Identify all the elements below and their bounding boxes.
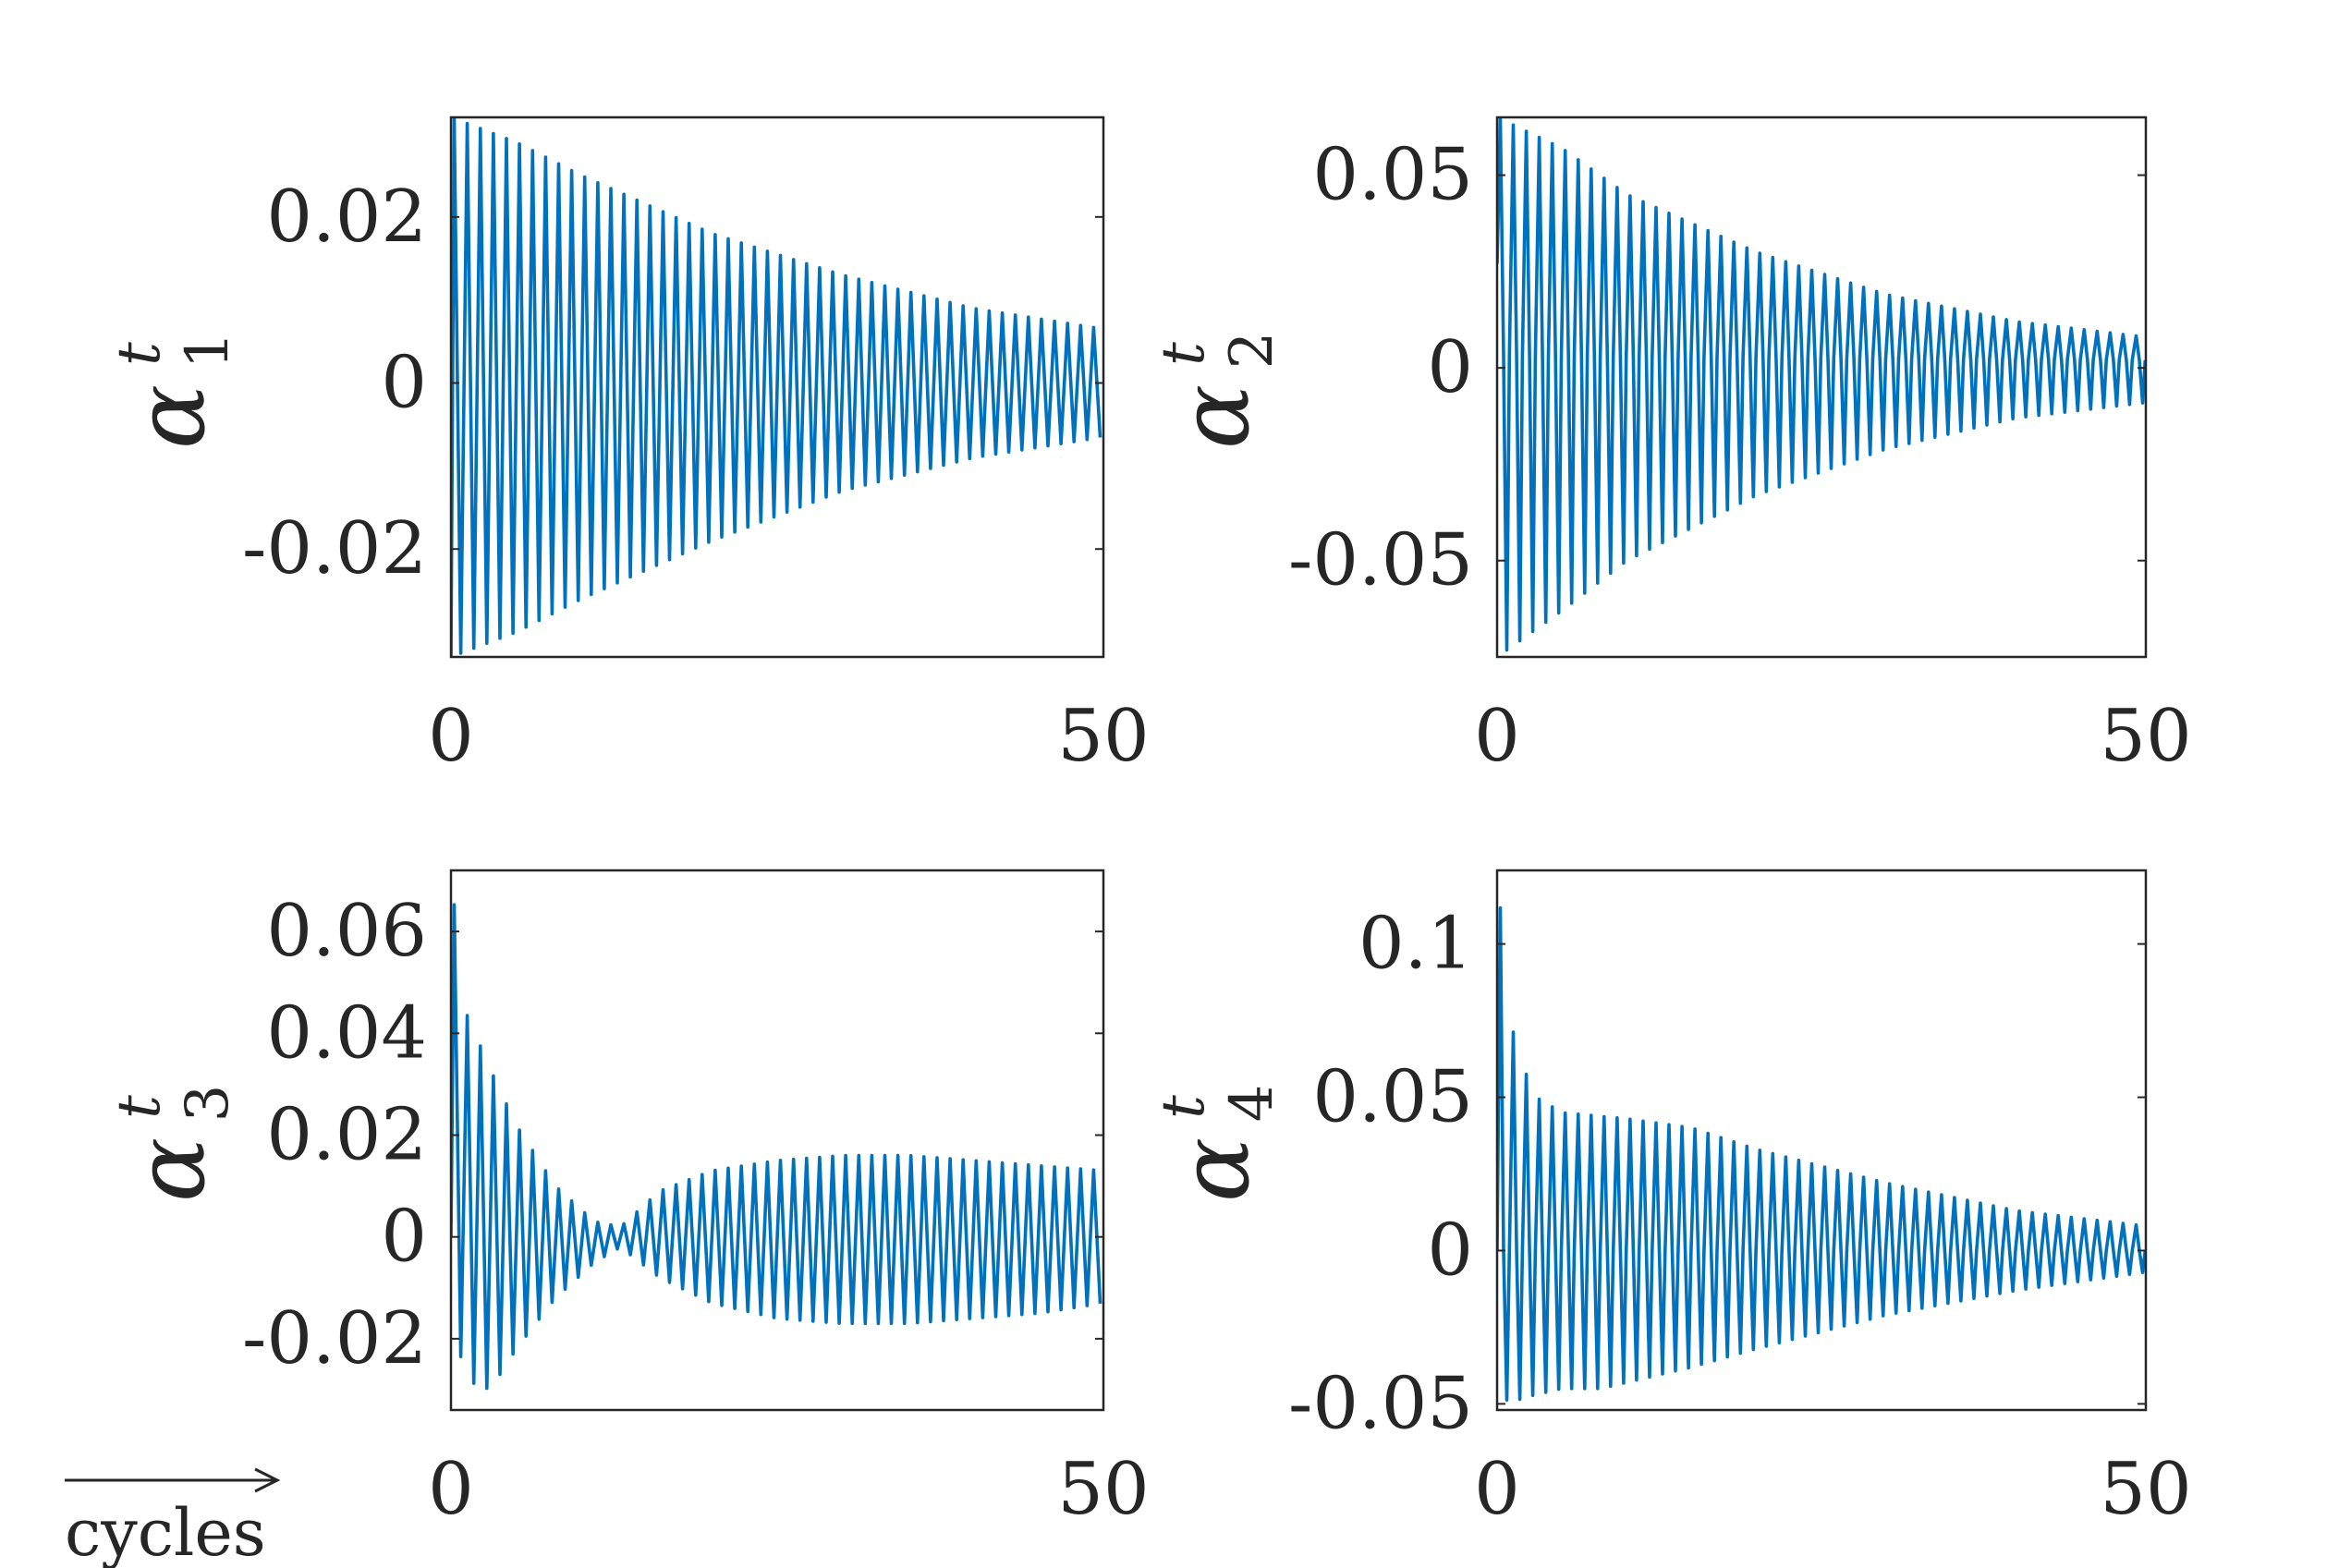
xtick-label: 50 — [1057, 1448, 1149, 1531]
y-axis-label-sup: t — [1150, 1095, 1218, 1119]
xtick-label: 50 — [2100, 1448, 2191, 1531]
y-axis-label-sub: 4 — [1218, 1085, 1286, 1123]
ytick-label: 0 — [1427, 326, 1473, 409]
y-axis-label-sub: 3 — [174, 1085, 242, 1123]
series-line-1 — [451, 903, 1102, 1391]
y-axis-label-sup: t — [105, 1095, 174, 1119]
y-axis-label: αt 1 — [105, 332, 242, 449]
axes-box — [1495, 869, 2148, 1412]
y-axis-label: αt 3 — [105, 1085, 242, 1202]
ytick-label: 0 — [381, 1196, 427, 1279]
ytick-label: 0.05 — [1312, 134, 1473, 217]
ytick-label: 0.02 — [266, 1093, 427, 1176]
y-axis-label-sup: t — [1150, 342, 1218, 366]
ytick-label: 0 — [1427, 1209, 1473, 1292]
series-line-1 — [451, 117, 1102, 657]
y-axis-label-sup: t — [105, 342, 174, 366]
xtick-label: 0 — [428, 695, 474, 778]
ytick-label: -0.05 — [1288, 519, 1473, 602]
ytick-label: -0.05 — [1288, 1362, 1473, 1445]
y-axis-label-sub: 2 — [1218, 332, 1286, 370]
xtick-label: 0 — [1474, 695, 1520, 778]
y-axis-label: αt 4 — [1150, 1085, 1286, 1202]
ytick-label: 0.06 — [266, 890, 427, 973]
xtick-label: 0 — [1474, 1448, 1520, 1531]
axes-box — [449, 869, 1105, 1412]
y-axis-label-base: α — [114, 384, 226, 449]
cycles-arrow-head — [254, 1467, 281, 1493]
y-axis-label-base: α — [1158, 1137, 1271, 1202]
ytick-label: 0.02 — [266, 176, 427, 259]
cycles-label: cycles — [65, 1495, 266, 1568]
axes-box — [1495, 115, 2148, 659]
chart-panel-2: -0.05 0 0.05 0 50 αt 2 — [1150, 115, 2192, 778]
series-line-1 — [1497, 906, 2146, 1402]
ytick-label: -0.02 — [242, 507, 427, 590]
y-axis-label-base: α — [114, 1137, 226, 1202]
y-axis-label: αt 2 — [1150, 332, 1286, 449]
xtick-label: 0 — [428, 1448, 474, 1531]
y-axis-label-base: α — [1158, 384, 1271, 449]
cycles-annotation: cycles — [65, 1467, 281, 1568]
ytick-label: 0.04 — [266, 991, 427, 1075]
y-axis-label-sub: 1 — [174, 332, 242, 370]
ytick-label: 0.05 — [1312, 1056, 1473, 1139]
ytick-label: 0.1 — [1358, 903, 1473, 986]
ytick-label: -0.02 — [242, 1297, 427, 1380]
chart-panel-1: -0.02 0 0.02 0 50 αt 1 — [105, 115, 1150, 778]
xtick-label: 50 — [1057, 695, 1149, 778]
axes-box — [449, 115, 1105, 659]
xtick-label: 50 — [2100, 695, 2191, 778]
series-line-1 — [1497, 117, 2146, 652]
ytick-label: 0 — [381, 342, 427, 425]
